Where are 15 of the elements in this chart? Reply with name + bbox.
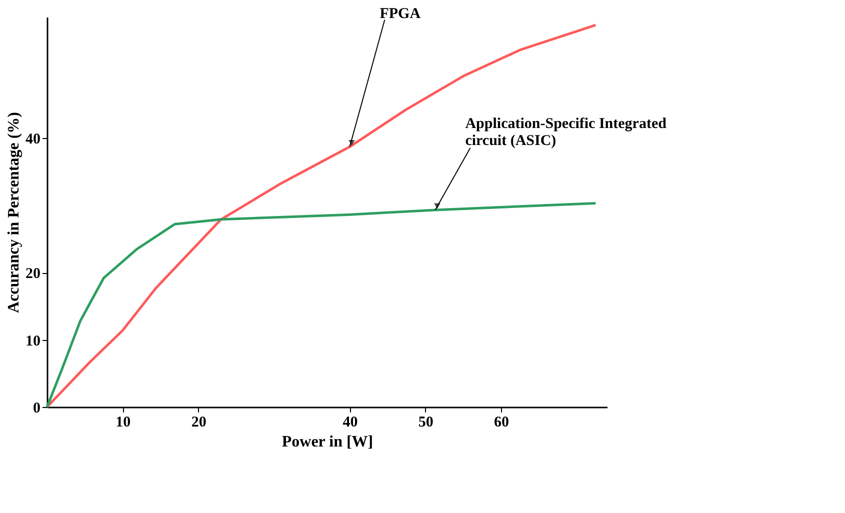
x-tick-label: 20 [191,414,206,430]
y-axis-title: Accurancy in Percentage (%) [6,112,22,313]
y-tick-label: 40 [26,132,40,148]
annotation: Application-Specific Integrated circuit (ASIC) [465,116,668,149]
y-tick-label: 0 [33,400,40,416]
x-axis-title: Power in [W] [282,434,374,450]
y-tick-label: 20 [26,266,40,282]
y-tick-label: 10 [26,333,40,350]
x-tick-label: 50 [418,414,434,430]
x-tick-label: 10 [116,414,131,430]
x-tick-label: 60 [494,414,510,430]
annotation: FPGA [380,6,421,22]
x-tick-label: 40 [342,414,358,430]
line-series [46,202,597,408]
line-series [46,24,597,408]
